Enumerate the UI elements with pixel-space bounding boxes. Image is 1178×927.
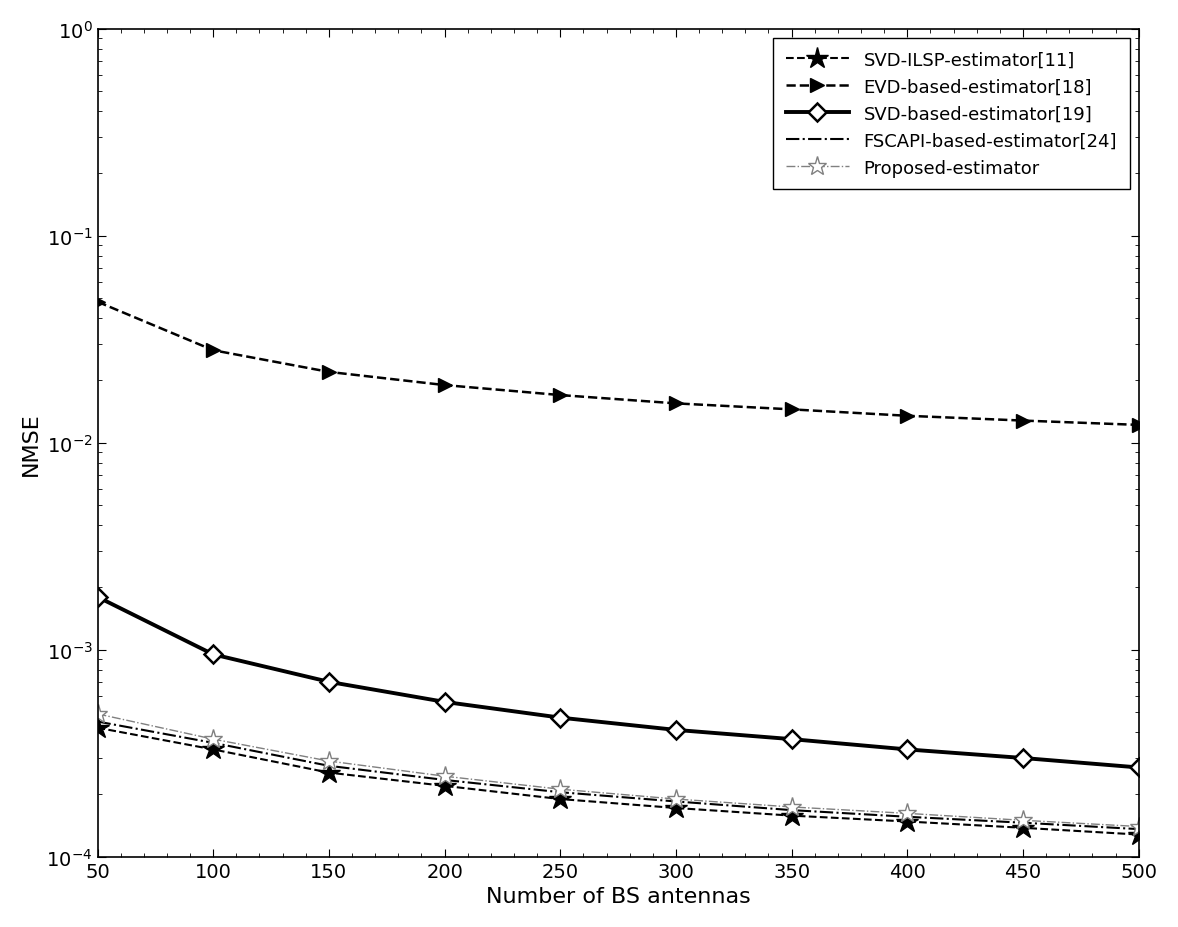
SVD-based-estimator[19] bbox=[1015, 753, 1030, 764]
FSCAPI-based-estimator[24] bbox=[554, 787, 568, 798]
Line: SVD-ILSP-estimator[11]: SVD-ILSP-estimator[11] bbox=[86, 717, 1150, 845]
EVD-based-estimator[18] bbox=[785, 404, 799, 415]
SVD-ILSP-estimator[11] bbox=[785, 810, 799, 821]
X-axis label: Number of BS antennas: Number of BS antennas bbox=[485, 886, 750, 907]
SVD-ILSP-estimator[11] bbox=[1132, 829, 1146, 840]
FSCAPI-based-estimator[24] bbox=[669, 796, 683, 807]
EVD-based-estimator[18] bbox=[554, 390, 568, 401]
FSCAPI-based-estimator[24] bbox=[206, 738, 220, 749]
FSCAPI-based-estimator[24] bbox=[437, 775, 451, 786]
FSCAPI-based-estimator[24] bbox=[322, 760, 336, 771]
SVD-based-estimator[19] bbox=[1132, 762, 1146, 773]
Line: EVD-based-estimator[18]: EVD-based-estimator[18] bbox=[91, 296, 1146, 432]
Proposed-estimator bbox=[91, 708, 105, 719]
Proposed-estimator bbox=[1015, 815, 1030, 826]
EVD-based-estimator[18] bbox=[669, 399, 683, 410]
SVD-ILSP-estimator[11] bbox=[669, 803, 683, 814]
EVD-based-estimator[18] bbox=[1132, 420, 1146, 431]
FSCAPI-based-estimator[24] bbox=[900, 811, 914, 822]
SVD-ILSP-estimator[11] bbox=[206, 744, 220, 756]
Line: FSCAPI-based-estimator[24]: FSCAPI-based-estimator[24] bbox=[98, 722, 1139, 830]
Proposed-estimator bbox=[669, 794, 683, 805]
Proposed-estimator bbox=[785, 802, 799, 813]
SVD-based-estimator[19] bbox=[91, 591, 105, 603]
SVD-based-estimator[19] bbox=[785, 734, 799, 745]
Line: SVD-based-estimator[19]: SVD-based-estimator[19] bbox=[91, 591, 1145, 774]
Line: Proposed-estimator: Proposed-estimator bbox=[88, 705, 1149, 836]
Proposed-estimator bbox=[900, 808, 914, 819]
SVD-ILSP-estimator[11] bbox=[437, 781, 451, 792]
Proposed-estimator bbox=[322, 756, 336, 767]
EVD-based-estimator[18] bbox=[1015, 415, 1030, 426]
SVD-ILSP-estimator[11] bbox=[1015, 822, 1030, 833]
FSCAPI-based-estimator[24] bbox=[91, 717, 105, 728]
Proposed-estimator bbox=[1132, 821, 1146, 832]
EVD-based-estimator[18] bbox=[437, 380, 451, 391]
Proposed-estimator bbox=[554, 784, 568, 795]
EVD-based-estimator[18] bbox=[900, 411, 914, 422]
SVD-ILSP-estimator[11] bbox=[91, 722, 105, 733]
SVD-ILSP-estimator[11] bbox=[554, 794, 568, 805]
SVD-ILSP-estimator[11] bbox=[322, 768, 336, 779]
Proposed-estimator bbox=[206, 734, 220, 745]
EVD-based-estimator[18] bbox=[206, 345, 220, 356]
SVD-ILSP-estimator[11] bbox=[900, 816, 914, 827]
SVD-based-estimator[19] bbox=[900, 744, 914, 756]
FSCAPI-based-estimator[24] bbox=[785, 805, 799, 816]
Proposed-estimator bbox=[437, 770, 451, 781]
Legend: SVD-ILSP-estimator[11], EVD-based-estimator[18], SVD-based-estimator[19], FSCAPI: SVD-ILSP-estimator[11], EVD-based-estima… bbox=[773, 39, 1130, 190]
SVD-based-estimator[19] bbox=[322, 677, 336, 688]
EVD-based-estimator[18] bbox=[91, 297, 105, 308]
SVD-based-estimator[19] bbox=[554, 712, 568, 723]
Y-axis label: NMSE: NMSE bbox=[21, 412, 41, 476]
SVD-based-estimator[19] bbox=[669, 725, 683, 736]
SVD-based-estimator[19] bbox=[206, 649, 220, 660]
FSCAPI-based-estimator[24] bbox=[1015, 818, 1030, 829]
SVD-based-estimator[19] bbox=[437, 696, 451, 707]
EVD-based-estimator[18] bbox=[322, 367, 336, 378]
FSCAPI-based-estimator[24] bbox=[1132, 824, 1146, 835]
